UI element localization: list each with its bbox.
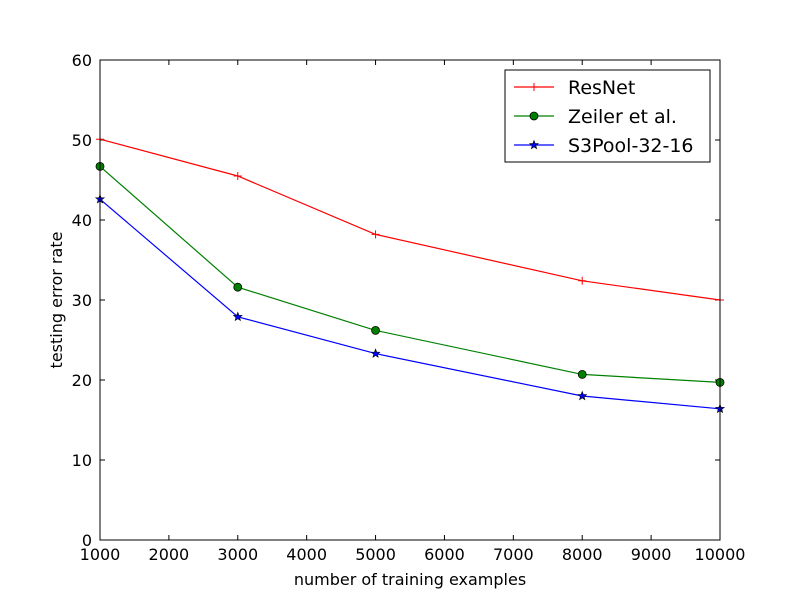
data-point-series-1 bbox=[233, 172, 242, 180]
x-tick-label: 1000 bbox=[80, 545, 121, 564]
data-point-series-3 bbox=[577, 390, 588, 401]
x-axis-label: number of training examples bbox=[294, 570, 526, 589]
y-tick-label: 60 bbox=[72, 51, 92, 70]
x-tick-label: 5000 bbox=[355, 545, 396, 564]
y-tick-label: 0 bbox=[82, 531, 92, 550]
plot-area: 1000 2000 3000 4000 5000 6000 7000 8000 9000 1000… bbox=[72, 51, 746, 564]
y-tick-label: 20 bbox=[72, 371, 92, 390]
legend: ResNet Zeiler et al. S3Pool-32-16 bbox=[504, 69, 711, 163]
legend-marker-1 bbox=[530, 83, 538, 91]
plot-frame bbox=[99, 59, 721, 541]
y-tick-label: 10 bbox=[72, 451, 92, 470]
y-tick-label: 40 bbox=[72, 211, 92, 230]
data-point-series-3 bbox=[370, 348, 381, 358]
x-tick-label: 10000 bbox=[695, 545, 746, 564]
y-tick-label: 30 bbox=[72, 291, 92, 310]
x-tick-label: 7000 bbox=[493, 545, 534, 564]
y-axis-label: testing error rate bbox=[47, 232, 66, 369]
legend-marker-3 bbox=[528, 139, 540, 150]
legend-label-2: Zeiler et al. bbox=[568, 106, 677, 128]
y-tick-label: 50 bbox=[72, 131, 92, 150]
data-point-series-2 bbox=[233, 282, 243, 292]
x-tick-label: 2000 bbox=[149, 545, 190, 564]
x-tick-label: 6000 bbox=[424, 545, 465, 564]
x-tick-label: 9000 bbox=[631, 545, 672, 564]
x-tick-label: 4000 bbox=[286, 545, 327, 564]
data-point-series-1 bbox=[578, 276, 587, 285]
x-tick-label: 8000 bbox=[562, 545, 603, 564]
legend-label-1: ResNet bbox=[568, 77, 635, 99]
data-point-series-3 bbox=[232, 311, 243, 322]
legend-label-3: S3Pool-32-16 bbox=[568, 135, 694, 157]
data-point-series-2 bbox=[371, 325, 380, 335]
data-point-series-1 bbox=[371, 230, 380, 239]
x-tick-label: 3000 bbox=[217, 545, 258, 564]
data-point-series-2 bbox=[577, 369, 587, 379]
legend-marker-2 bbox=[529, 111, 539, 121]
